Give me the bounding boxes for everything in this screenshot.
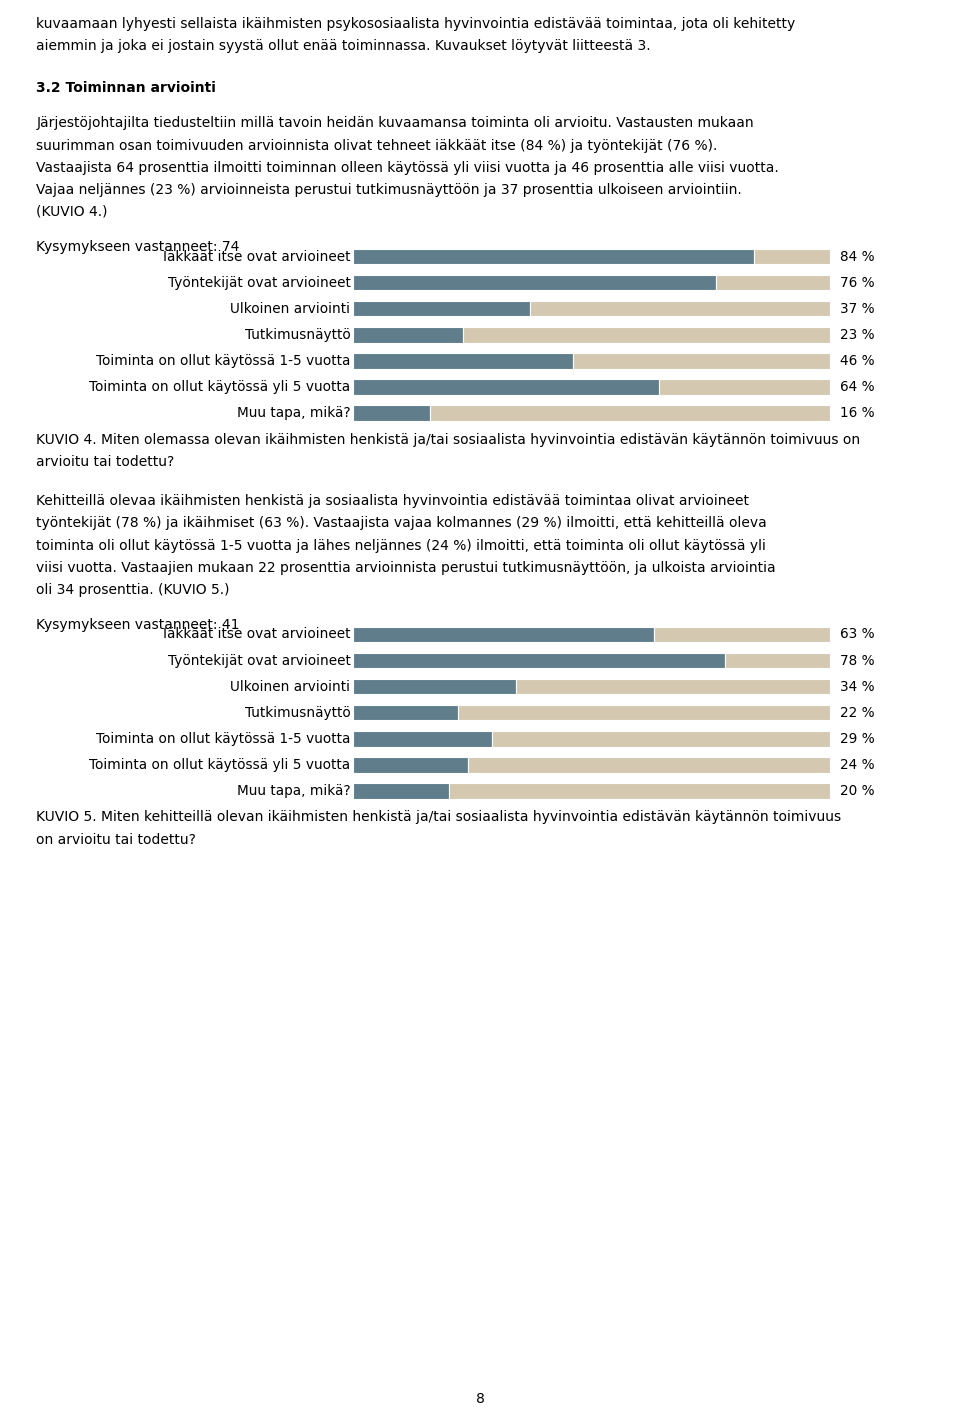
Bar [353, 653, 726, 668]
Text: Järjestöjohtajilta tiedusteltiin millä tavoin heidän kuvaamansa toiminta oli arv: Järjestöjohtajilta tiedusteltiin millä t… [36, 117, 755, 131]
Text: KUVIO 4. Miten olemassa olevan ikäihmisten henkistä ja/tai sosiaalista hyvinvoin: KUVIO 4. Miten olemassa olevan ikäihmist… [36, 433, 860, 446]
Bar [463, 326, 830, 342]
Bar [353, 782, 448, 798]
Text: kuvaamaan lyhyesti sellaista ikäihmisten psykososiaalista hyvinvointia edistävää: kuvaamaan lyhyesti sellaista ikäihmisten… [36, 17, 796, 31]
Text: 76 %: 76 % [840, 275, 875, 289]
Text: Ulkoinen arviointi: Ulkoinen arviointi [230, 302, 350, 316]
Text: oli 34 prosenttia. (KUVIO 5.): oli 34 prosenttia. (KUVIO 5.) [36, 583, 230, 597]
Text: Muu tapa, mikä?: Muu tapa, mikä? [237, 406, 350, 420]
Bar [353, 353, 573, 369]
Text: 24 %: 24 % [840, 758, 875, 772]
Bar [353, 627, 654, 643]
Text: on arvioitu tai todettu?: on arvioitu tai todettu? [36, 832, 197, 846]
Text: Tutkimusnäyttö: Tutkimusnäyttö [245, 328, 350, 342]
Bar [716, 275, 830, 291]
Bar [353, 705, 458, 721]
Text: Vastaajista 64 prosenttia ilmoitti toiminnan olleen käytössä yli viisi vuotta ja: Vastaajista 64 prosenttia ilmoitti toimi… [36, 161, 780, 175]
Bar [468, 757, 830, 772]
Text: 78 %: 78 % [840, 654, 875, 667]
Bar [654, 627, 830, 643]
Bar [353, 678, 516, 694]
Text: 84 %: 84 % [840, 249, 875, 264]
Text: Tutkimusnäyttö: Tutkimusnäyttö [245, 705, 350, 720]
Bar [353, 731, 492, 747]
Text: 16 %: 16 % [840, 406, 875, 420]
Text: 20 %: 20 % [840, 784, 875, 798]
Text: Työntekijät ovat arvioineet: Työntekijät ovat arvioineet [168, 654, 350, 667]
Bar [353, 757, 468, 772]
Text: Kysymykseen vastanneet: 74: Kysymykseen vastanneet: 74 [36, 241, 240, 254]
Bar [353, 326, 463, 342]
Bar [754, 249, 830, 265]
Bar [353, 301, 530, 316]
Text: aiemmin ja joka ei jostain syystä ollut enää toiminnassa. Kuvaukset löytyvät lii: aiemmin ja joka ei jostain syystä ollut … [36, 40, 651, 53]
Text: Iäkkäät itse ovat arvioineet: Iäkkäät itse ovat arvioineet [163, 627, 350, 641]
Text: viisi vuotta. Vastaajien mukaan 22 prosenttia arvioinnista perustui tutkimusnäyt: viisi vuotta. Vastaajien mukaan 22 prose… [36, 560, 776, 574]
Text: työntekijät (78 %) ja ikäihmiset (63 %). Vastaajista vajaa kolmannes (29 %) ilmo: työntekijät (78 %) ja ikäihmiset (63 %).… [36, 516, 767, 530]
Text: Toiminta on ollut käytössä 1-5 vuotta: Toiminta on ollut käytössä 1-5 vuotta [96, 731, 350, 745]
Bar [726, 653, 830, 668]
Text: 22 %: 22 % [840, 705, 875, 720]
Text: 3.2 Toiminnan arviointi: 3.2 Toiminnan arviointi [36, 81, 216, 95]
Text: Ulkoinen arviointi: Ulkoinen arviointi [230, 680, 350, 694]
Text: 46 %: 46 % [840, 353, 875, 368]
Bar [516, 678, 830, 694]
Bar [448, 782, 830, 798]
Text: Iäkkäät itse ovat arvioineet: Iäkkäät itse ovat arvioineet [163, 249, 350, 264]
Text: 37 %: 37 % [840, 302, 875, 316]
Text: (KUVIO 4.): (KUVIO 4.) [36, 205, 108, 219]
Text: 64 %: 64 % [840, 380, 875, 393]
Bar [659, 379, 830, 395]
Bar [530, 301, 830, 316]
Bar [353, 249, 754, 265]
Bar [458, 705, 830, 721]
Text: 8: 8 [475, 1392, 485, 1406]
Text: Työntekijät ovat arvioineet: Työntekijät ovat arvioineet [168, 275, 350, 289]
Text: 34 %: 34 % [840, 680, 875, 694]
Text: Toiminta on ollut käytössä 1-5 vuotta: Toiminta on ollut käytössä 1-5 vuotta [96, 353, 350, 368]
Bar [573, 353, 830, 369]
Text: Toiminta on ollut käytössä yli 5 vuotta: Toiminta on ollut käytössä yli 5 vuotta [89, 380, 350, 393]
Text: KUVIO 5. Miten kehitteillä olevan ikäihmisten henkistä ja/tai sosiaalista hyvinv: KUVIO 5. Miten kehitteillä olevan ikäihm… [36, 811, 842, 825]
Bar [353, 379, 659, 395]
Bar [353, 405, 430, 420]
Text: Toiminta on ollut käytössä yli 5 vuotta: Toiminta on ollut käytössä yli 5 vuotta [89, 758, 350, 772]
Text: Kysymykseen vastanneet: 41: Kysymykseen vastanneet: 41 [36, 618, 240, 633]
Text: 63 %: 63 % [840, 627, 875, 641]
Bar [492, 731, 830, 747]
Text: 23 %: 23 % [840, 328, 875, 342]
Text: 29 %: 29 % [840, 731, 875, 745]
Bar [430, 405, 830, 420]
Text: suurimman osan toimivuuden arvioinnista olivat tehneet iäkkäät itse (84 %) ja ty: suurimman osan toimivuuden arvioinnista … [36, 138, 718, 152]
Bar [353, 275, 716, 291]
Text: Vajaa neljännes (23 %) arvioinneista perustui tutkimusnäyttöön ja 37 prosenttia : Vajaa neljännes (23 %) arvioinneista per… [36, 182, 742, 197]
Text: toiminta oli ollut käytössä 1-5 vuotta ja lähes neljännes (24 %) ilmoitti, että : toiminta oli ollut käytössä 1-5 vuotta j… [36, 539, 766, 553]
Text: arvioitu tai todettu?: arvioitu tai todettu? [36, 455, 175, 469]
Text: Muu tapa, mikä?: Muu tapa, mikä? [237, 784, 350, 798]
Text: Kehitteillä olevaa ikäihmisten henkistä ja sosiaalista hyvinvointia edistävää to: Kehitteillä olevaa ikäihmisten henkistä … [36, 494, 750, 509]
